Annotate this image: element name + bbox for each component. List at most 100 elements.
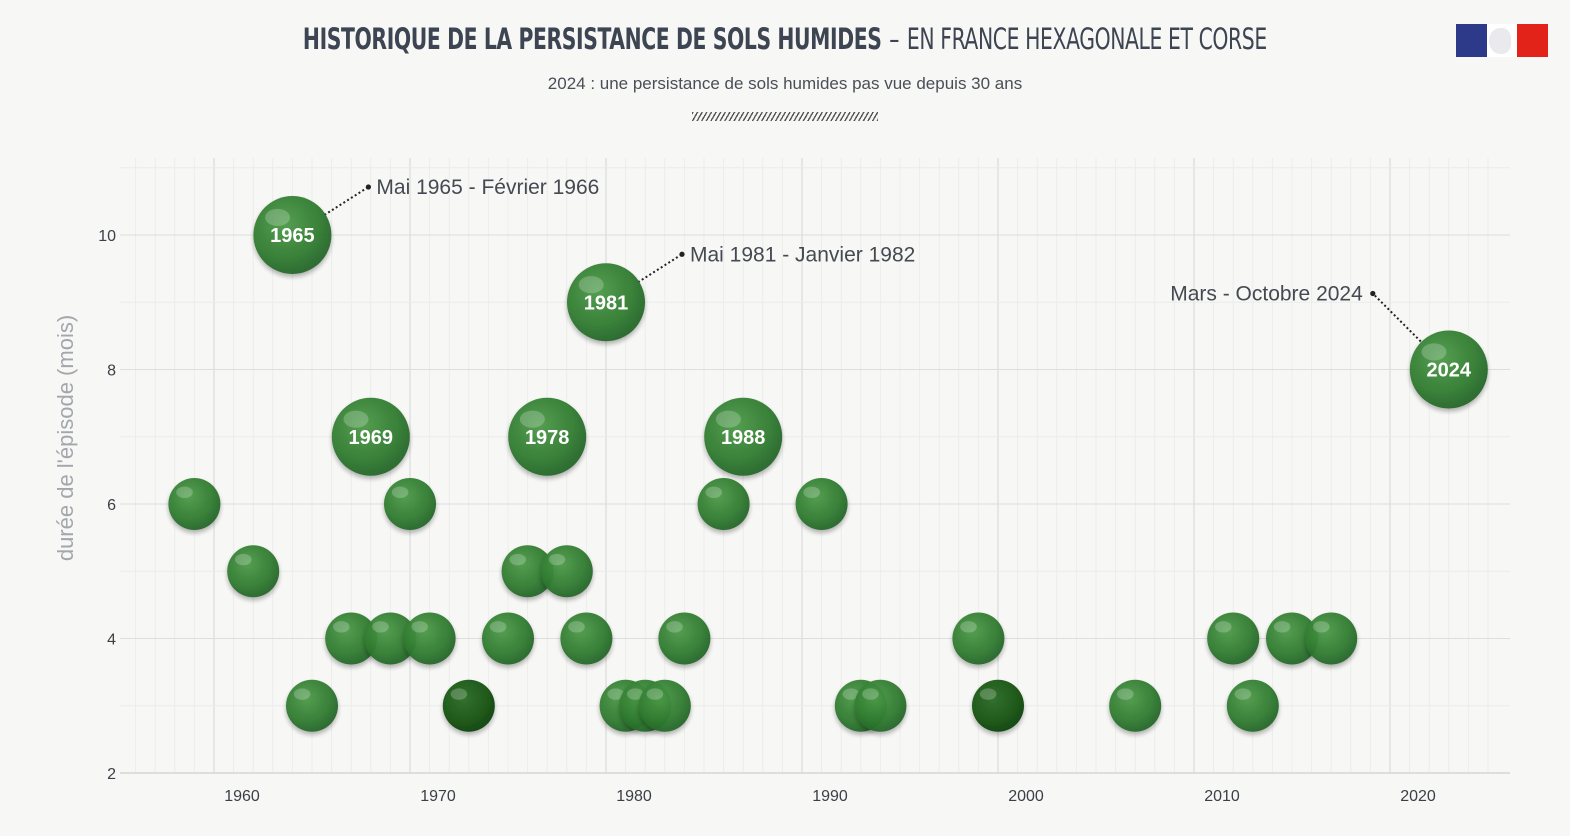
bubble bbox=[1266, 612, 1318, 665]
bubble-circle bbox=[697, 478, 750, 530]
bubble-highlight bbox=[960, 621, 977, 633]
bubble bbox=[364, 612, 417, 665]
bubble-circle bbox=[567, 263, 645, 342]
decorative-hatch-divider bbox=[692, 112, 878, 121]
bubble bbox=[168, 478, 221, 530]
bubble bbox=[482, 612, 534, 665]
bubble-circle bbox=[795, 478, 848, 530]
bubble-year-label: 1988 bbox=[721, 427, 766, 449]
grid bbox=[120, 158, 1510, 774]
bubble-highlight bbox=[372, 621, 389, 633]
bubble bbox=[442, 679, 495, 732]
bubble-highlight bbox=[509, 553, 527, 566]
bubble bbox=[560, 612, 613, 665]
bubble-highlight bbox=[842, 688, 860, 700]
republique-francaise-flag-logo bbox=[1456, 24, 1548, 57]
annotation-dot bbox=[365, 184, 371, 190]
bubble-highlight bbox=[979, 688, 997, 700]
bubble-circle bbox=[1226, 679, 1279, 732]
bubble-circle bbox=[1109, 679, 1162, 732]
bubble bbox=[972, 679, 1024, 732]
bubble-circle bbox=[501, 545, 554, 598]
bubble-circle bbox=[1207, 612, 1260, 665]
y-axis-label: durée de l'épisode (mois) bbox=[53, 315, 78, 561]
bubble-highlight bbox=[705, 486, 723, 499]
bubble-highlight bbox=[235, 553, 252, 566]
flag-blue-band bbox=[1456, 24, 1487, 57]
bubble-year-label: 1978 bbox=[525, 427, 570, 449]
bubble-circle bbox=[854, 679, 907, 732]
bubble-year-label: 1969 bbox=[349, 427, 394, 449]
annotation-dot bbox=[679, 251, 685, 257]
bubble-highlight bbox=[450, 688, 468, 700]
bubble-circle bbox=[1305, 612, 1358, 665]
y-tick-label: 4 bbox=[107, 632, 116, 649]
bubble-highlight bbox=[265, 208, 291, 227]
x-tick-label: 1960 bbox=[224, 788, 260, 805]
bubble-circle bbox=[286, 679, 338, 732]
bubble-highlight bbox=[548, 553, 566, 566]
bubble-circle bbox=[227, 545, 280, 598]
bubble-labeled: 1969 bbox=[331, 397, 410, 476]
bubble bbox=[795, 478, 848, 530]
bubble-circle bbox=[442, 679, 495, 732]
y-tick-label: 10 bbox=[98, 228, 116, 245]
title-rest: EN FRANCE HEXAGONALE ET CORSE bbox=[907, 22, 1267, 56]
bubble bbox=[1305, 612, 1358, 665]
bubble-highlight bbox=[1273, 621, 1291, 633]
bubble-highlight bbox=[1215, 621, 1232, 633]
bubble-labeled: 1988 bbox=[704, 397, 783, 476]
flag-white-band bbox=[1486, 24, 1518, 57]
y-tick-label: 2 bbox=[107, 766, 116, 783]
annotation-dot bbox=[1370, 290, 1376, 297]
bubble-highlight bbox=[489, 621, 507, 633]
bubble bbox=[325, 612, 378, 665]
bubble-highlight bbox=[578, 276, 604, 294]
bubble-circle bbox=[952, 612, 1005, 665]
bubble-highlight bbox=[666, 621, 683, 633]
bubble bbox=[403, 612, 456, 665]
bubble-highlight bbox=[519, 410, 545, 428]
bubble bbox=[540, 545, 593, 598]
bubble-highlight bbox=[627, 688, 644, 700]
bubble bbox=[1226, 679, 1279, 732]
bubble-year-label: 1965 bbox=[270, 225, 315, 247]
bubble-circle bbox=[364, 612, 417, 665]
bubble-circle bbox=[1409, 330, 1488, 409]
flag-red-band bbox=[1517, 24, 1548, 57]
bubble-highlight bbox=[568, 621, 585, 633]
bubble bbox=[286, 679, 338, 732]
annotation-label: Mars - Octobre 2024 bbox=[1170, 283, 1363, 306]
bubble-circle bbox=[638, 679, 691, 732]
bubble bbox=[1207, 612, 1260, 665]
bubble bbox=[658, 612, 711, 665]
bubble bbox=[854, 679, 907, 732]
annotation-leader bbox=[323, 186, 369, 216]
bubble-circle bbox=[325, 612, 378, 665]
bubble bbox=[384, 478, 436, 530]
bubble-highlight bbox=[343, 410, 369, 428]
annotations: Mai 1965 - Février 1966 Mai 1981 - Janvie… bbox=[323, 176, 1422, 343]
x-tick-label: 2000 bbox=[1008, 788, 1044, 805]
bubble-highlight bbox=[1421, 343, 1447, 361]
bubble-circle bbox=[540, 545, 593, 598]
bubble-highlight bbox=[176, 486, 193, 499]
title-wrap: HISTORIQUE DE LA PERSISTANCE DE SOLS HUM… bbox=[0, 22, 1570, 56]
y-tick-label: 8 bbox=[107, 363, 116, 380]
title-bold: HISTORIQUE DE LA PERSISTANCE DE SOLS HUM… bbox=[303, 22, 882, 56]
x-tick-label: 1990 bbox=[812, 788, 848, 805]
marianne-icon bbox=[1488, 28, 1511, 54]
annotation-label: Mai 1981 - Janvier 1982 bbox=[690, 243, 915, 266]
bubble-highlight bbox=[411, 621, 429, 633]
bubble-circle bbox=[253, 196, 332, 274]
bubble-labeled: 2024 bbox=[1409, 330, 1488, 409]
bubble bbox=[227, 545, 280, 598]
bubble bbox=[638, 679, 691, 732]
bubble-highlight bbox=[715, 410, 741, 428]
bubbles: 1965 1969 1978 1981 1988 2024 bbox=[168, 196, 1488, 732]
annotation-label: Mai 1965 - Février 1966 bbox=[376, 176, 599, 199]
bubble-highlight bbox=[391, 486, 409, 499]
bubble-highlight bbox=[803, 486, 821, 499]
bubble bbox=[952, 612, 1005, 665]
